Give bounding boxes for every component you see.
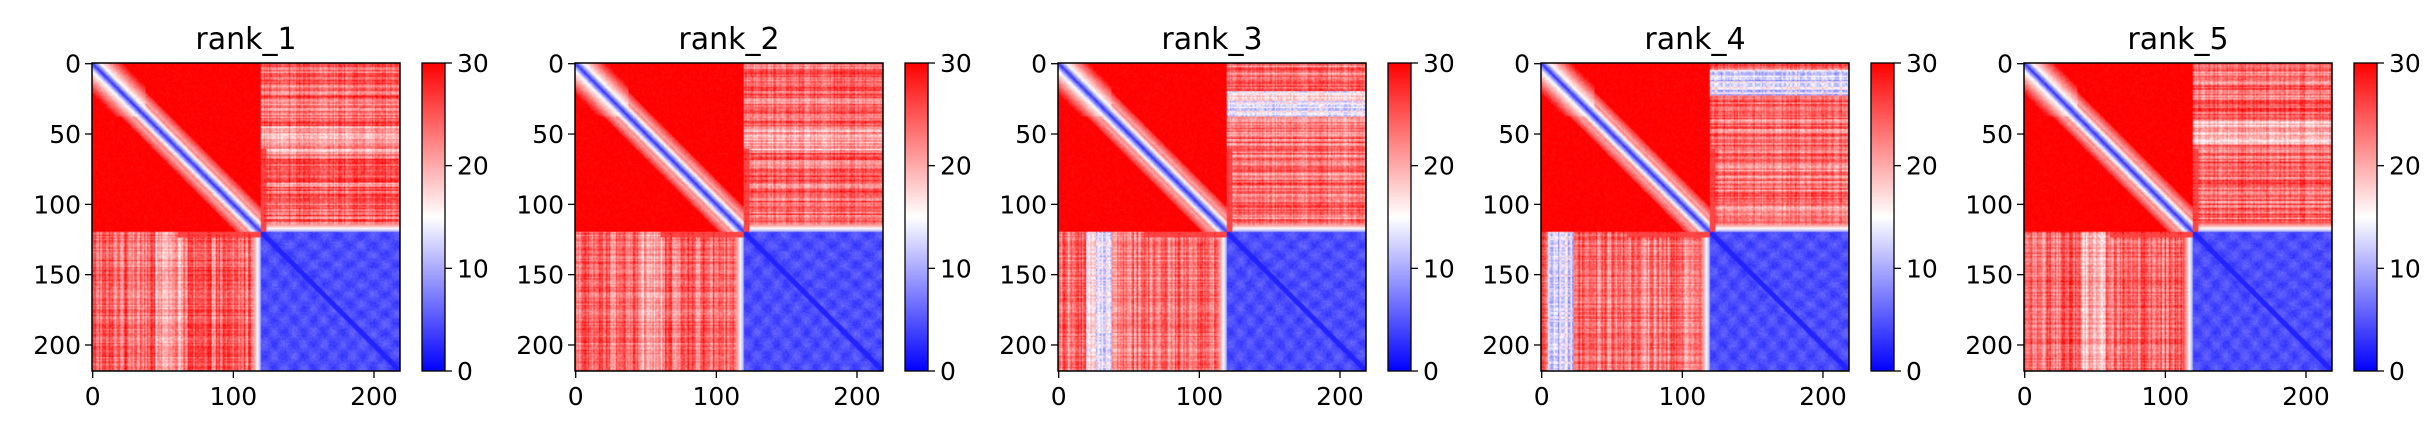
x-tick-label: 0 <box>85 382 101 411</box>
panel-title: rank_3 <box>1161 22 1262 57</box>
y-tick-label: 50 <box>1015 120 1047 149</box>
y-tick-label: 50 <box>532 120 564 149</box>
y-tick-label: 0 <box>65 50 81 79</box>
colorbar <box>2353 62 2378 372</box>
y-tick-label: 100 <box>516 190 564 219</box>
x-tick-label: 200 <box>1799 382 1847 411</box>
colorbar-tick-label: 20 <box>1906 152 1938 181</box>
colorbar-tick-label: 0 <box>1906 357 1922 386</box>
x-tick-label: 100 <box>692 382 740 411</box>
colorbar <box>421 62 446 372</box>
colorbar-tick-label: 30 <box>1423 49 1455 78</box>
x-tick-label: 0 <box>568 382 584 411</box>
y-tick-label: 200 <box>33 331 81 360</box>
heatmap-frame <box>2023 62 2333 372</box>
colorbar <box>1387 62 1412 372</box>
x-tick-label: 200 <box>350 382 398 411</box>
y-tick-label: 200 <box>516 331 564 360</box>
colorbar-tick-label: 10 <box>457 254 489 283</box>
colorbar-tick-label: 0 <box>940 357 956 386</box>
panel-title: rank_4 <box>1644 22 1745 57</box>
heatmap-image <box>1541 63 1849 371</box>
y-tick-label: 0 <box>1997 50 2013 79</box>
x-tick-label: 100 <box>2141 382 2189 411</box>
y-tick-label: 150 <box>1482 261 1530 290</box>
y-tick-label: 200 <box>999 331 1047 360</box>
y-tick-label: 200 <box>1482 331 1530 360</box>
heatmap-frame <box>1057 62 1367 372</box>
x-tick-label: 0 <box>1534 382 1550 411</box>
colorbar <box>904 62 929 372</box>
y-tick-label: 50 <box>49 120 81 149</box>
y-tick-label: 150 <box>33 261 81 290</box>
x-tick-label: 200 <box>1316 382 1364 411</box>
colorbar <box>1870 62 1895 372</box>
heatmap-frame <box>1540 62 1850 372</box>
colorbar-tick-label: 20 <box>457 152 489 181</box>
x-tick-label: 100 <box>209 382 257 411</box>
x-tick-label: 100 <box>1175 382 1223 411</box>
x-tick-label: 200 <box>2282 382 2330 411</box>
y-tick-label: 100 <box>1482 190 1530 219</box>
heatmap-image <box>1058 63 1366 371</box>
colorbar-tick-label: 0 <box>2389 357 2405 386</box>
y-tick-label: 50 <box>1498 120 1530 149</box>
x-tick-label: 100 <box>1658 382 1706 411</box>
panel-title: rank_2 <box>678 22 779 57</box>
colorbar-tick-label: 10 <box>1423 254 1455 283</box>
heatmap-image <box>92 63 400 371</box>
y-tick-label: 150 <box>999 261 1047 290</box>
colorbar-tick-label: 30 <box>1906 49 1938 78</box>
y-tick-label: 100 <box>33 190 81 219</box>
heatmap-frame <box>574 62 884 372</box>
x-tick-label: 0 <box>1051 382 1067 411</box>
y-tick-label: 0 <box>548 50 564 79</box>
colorbar-tick-label: 0 <box>457 357 473 386</box>
colorbar-tick-label: 10 <box>2389 254 2421 283</box>
colorbar-tick-label: 30 <box>457 49 489 78</box>
colorbar-tick-label: 0 <box>1423 357 1439 386</box>
y-tick-label: 0 <box>1514 50 1530 79</box>
colorbar-tick-label: 10 <box>940 254 972 283</box>
colorbar-tick-label: 10 <box>1906 254 1938 283</box>
y-tick-label: 150 <box>1965 261 2013 290</box>
colorbar-tick-label: 20 <box>2389 152 2421 181</box>
y-tick-label: 50 <box>1981 120 2013 149</box>
heatmap-image <box>575 63 883 371</box>
y-tick-label: 150 <box>516 261 564 290</box>
colorbar-tick-label: 30 <box>2389 49 2421 78</box>
panel-title: rank_1 <box>195 22 296 57</box>
colorbar-tick-label: 20 <box>1423 152 1455 181</box>
y-tick-label: 0 <box>1031 50 1047 79</box>
y-tick-label: 200 <box>1965 331 2013 360</box>
y-tick-label: 100 <box>1965 190 2013 219</box>
heatmap-image <box>2024 63 2332 371</box>
y-tick-label: 100 <box>999 190 1047 219</box>
x-tick-label: 0 <box>2017 382 2033 411</box>
colorbar-tick-label: 20 <box>940 152 972 181</box>
x-tick-label: 200 <box>833 382 881 411</box>
colorbar-tick-label: 30 <box>940 49 972 78</box>
heatmap-frame <box>91 62 401 372</box>
panel-title: rank_5 <box>2127 22 2228 57</box>
